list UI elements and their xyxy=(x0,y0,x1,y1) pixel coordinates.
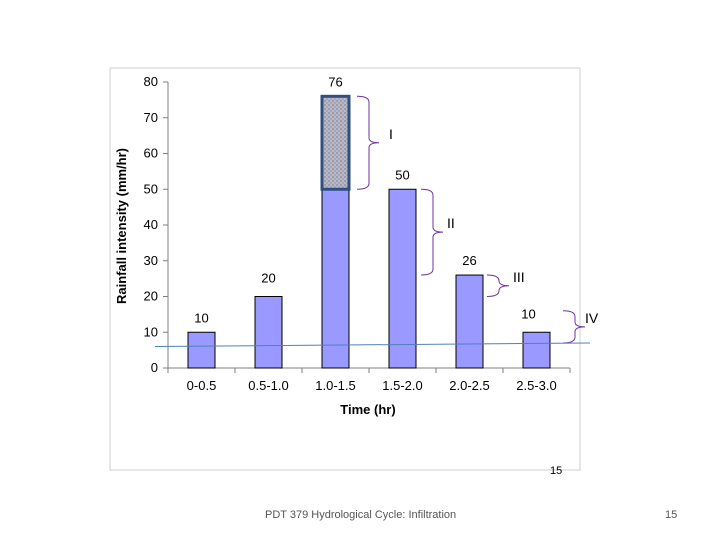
x-tick-label: 2.0-2.5 xyxy=(449,378,489,393)
x-tick-label: 0-0.5 xyxy=(187,378,217,393)
x-tick-label: 0.5-1.0 xyxy=(248,378,288,393)
chart-outer-border xyxy=(109,67,581,471)
bar-value-label: 76 xyxy=(328,74,342,89)
bars xyxy=(187,94,551,369)
x-axis: 0-0.5 0.5-1.0 1.0-1.5 1.5-2.0 2.0-2.5 2.5-3.0 xyxy=(167,367,571,393)
data-labels: 10 20 76 50 26 10 xyxy=(194,74,535,325)
y-tick-label: 60 xyxy=(144,146,158,161)
y-axis: 0 10 20 30 40 50 60 70 80 xyxy=(144,74,169,375)
y-tick-label: 30 xyxy=(144,253,158,268)
chart-page-number: 15 xyxy=(550,465,563,477)
region-brace xyxy=(486,274,510,297)
y-axis-title: Rainfall intensity (mm/hr) xyxy=(114,148,129,304)
y-tick-label: 20 xyxy=(144,289,158,304)
x-tick-label: 2.5-3.0 xyxy=(516,378,556,393)
bar-value-label: 20 xyxy=(261,271,275,286)
y-tick-label: 50 xyxy=(144,181,158,196)
region-label: III xyxy=(513,269,525,285)
region-brace xyxy=(420,188,444,276)
y-tick-label: 40 xyxy=(144,217,158,232)
bar-value-label: 50 xyxy=(395,167,409,182)
infiltration-line xyxy=(154,342,591,348)
footer-title: PDT 379 Hydrological Cycle: Infiltration xyxy=(265,509,457,521)
y-tick-label: 10 xyxy=(144,324,158,339)
y-tick-label: 70 xyxy=(144,110,158,125)
bar xyxy=(254,296,283,369)
bar-value-label: 10 xyxy=(521,306,535,321)
bar xyxy=(522,331,551,369)
y-tick-label: 0 xyxy=(151,360,158,375)
region-brace xyxy=(356,95,380,190)
bar xyxy=(455,274,484,369)
slide-number: 15 xyxy=(665,509,678,521)
region-label: I xyxy=(389,126,393,142)
bar-value-label: 10 xyxy=(194,310,208,325)
y-tick-label: 80 xyxy=(144,74,158,89)
bar xyxy=(388,188,417,369)
bar xyxy=(321,188,350,369)
region-brace xyxy=(562,310,586,344)
x-tick-label: 1.5-2.0 xyxy=(382,378,422,393)
x-axis-title: Time (hr) xyxy=(340,402,395,417)
region-label: IV xyxy=(585,310,599,326)
bar-value-label: 26 xyxy=(462,253,476,268)
x-tick-label: 1.0-1.5 xyxy=(315,378,355,393)
bar xyxy=(187,331,216,369)
region-label: II xyxy=(447,215,455,231)
bar-excess-segment xyxy=(320,94,351,191)
